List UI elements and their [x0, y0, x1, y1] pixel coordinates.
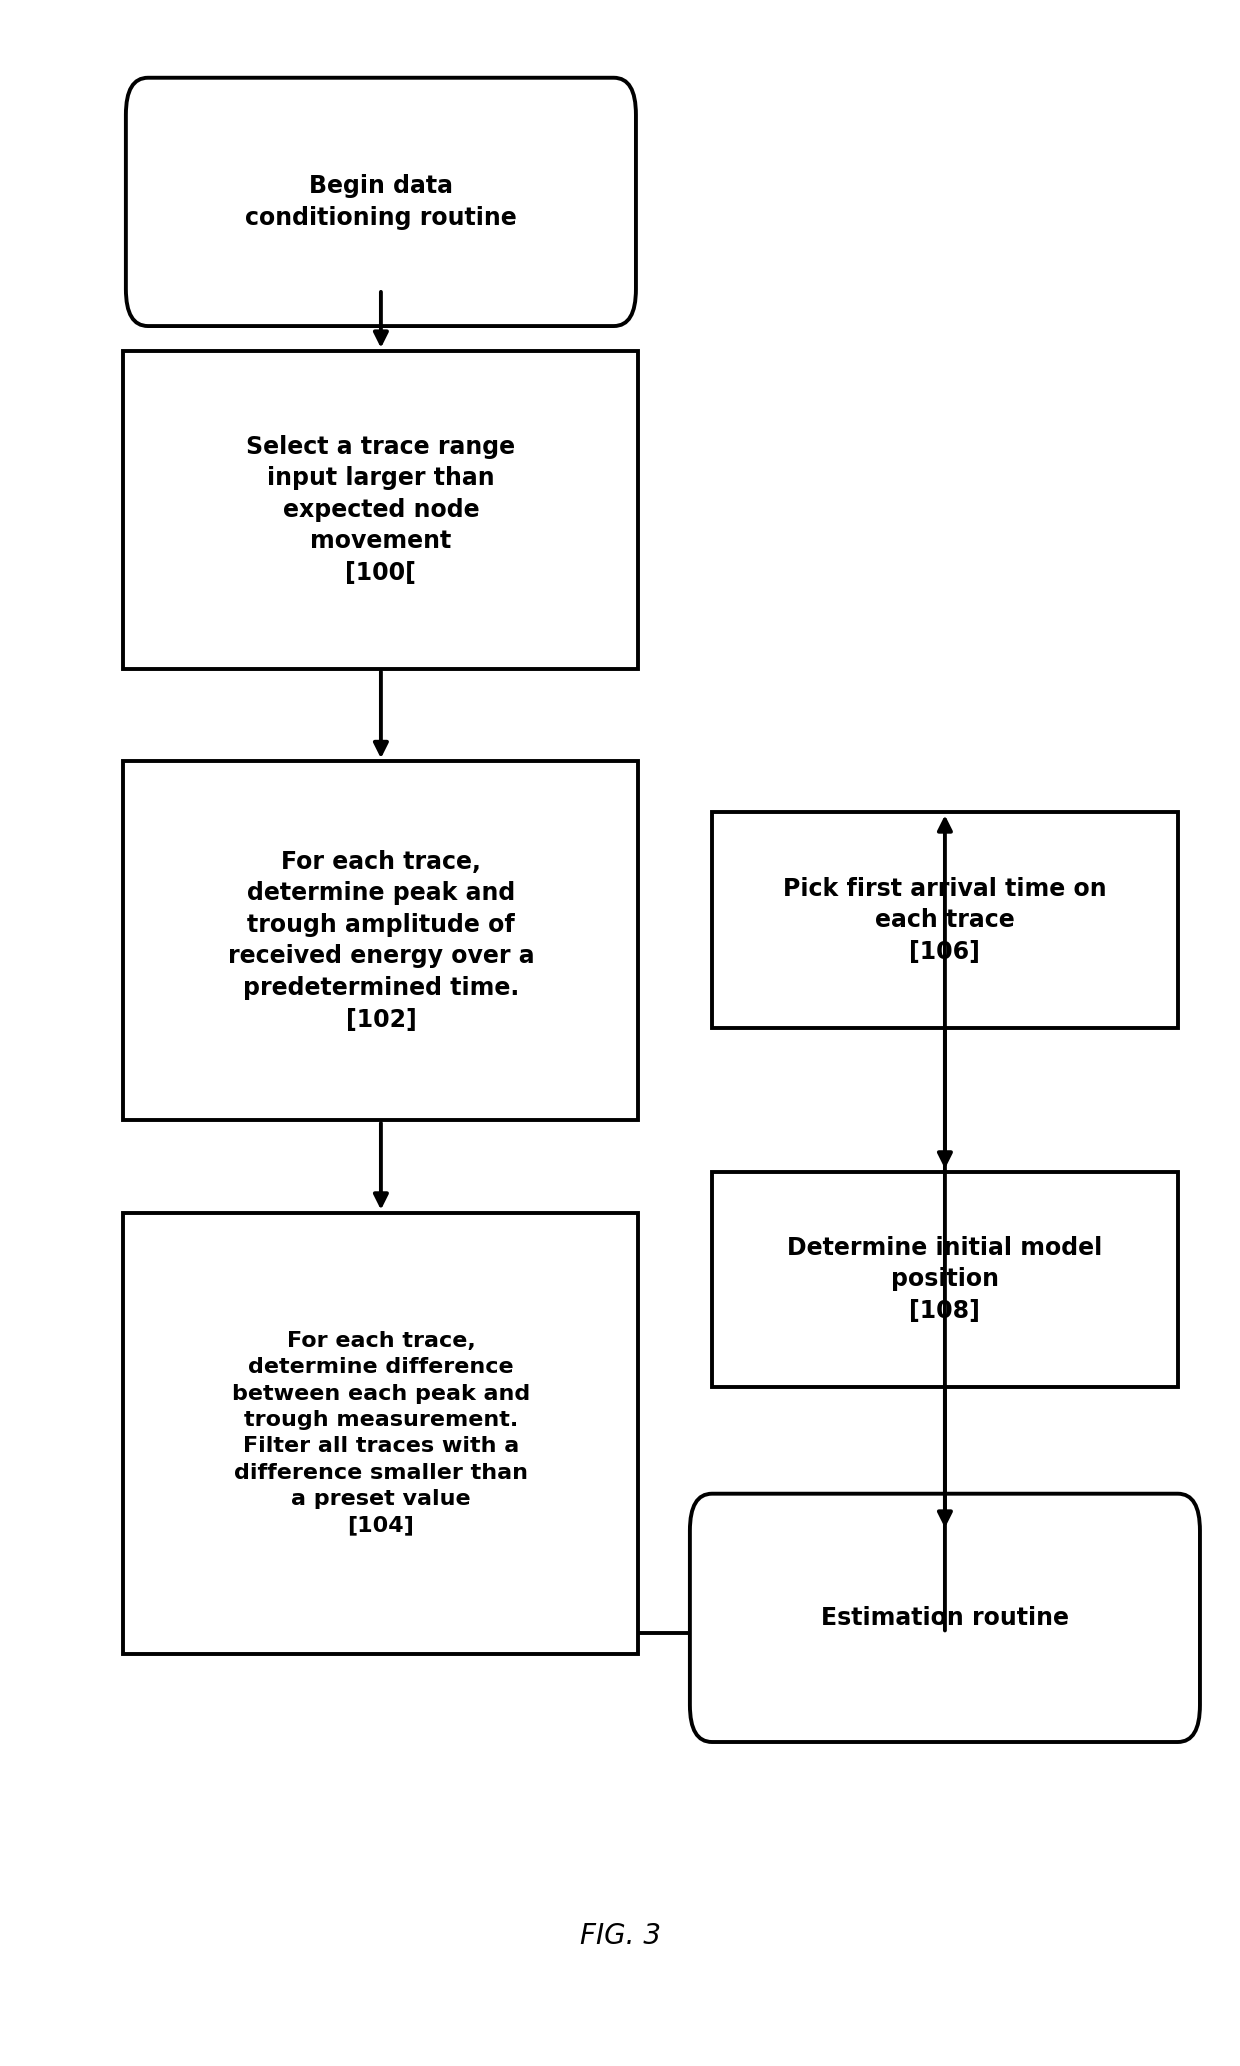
Text: Begin data
conditioning routine: Begin data conditioning routine [246, 174, 517, 229]
Text: Estimation routine: Estimation routine [821, 1605, 1069, 1630]
FancyBboxPatch shape [712, 812, 1178, 1029]
Text: Pick first arrival time on
each trace
[106]: Pick first arrival time on each trace [1… [784, 876, 1107, 963]
FancyBboxPatch shape [124, 351, 639, 669]
Text: Determine initial model
position
[108]: Determine initial model position [108] [787, 1235, 1102, 1322]
Text: Select a trace range
input larger than
expected node
movement
[100[: Select a trace range input larger than e… [247, 434, 516, 585]
FancyBboxPatch shape [124, 1213, 639, 1653]
Text: For each trace,
determine difference
between each peak and
trough measurement.
F: For each trace, determine difference bet… [232, 1331, 529, 1535]
Text: FIG. 3: FIG. 3 [579, 1921, 661, 1950]
FancyBboxPatch shape [124, 760, 639, 1120]
FancyBboxPatch shape [126, 79, 636, 326]
FancyBboxPatch shape [712, 1171, 1178, 1386]
Text: For each trace,
determine peak and
trough amplitude of
received energy over a
pr: For each trace, determine peak and troug… [228, 849, 534, 1031]
FancyBboxPatch shape [689, 1494, 1200, 1742]
